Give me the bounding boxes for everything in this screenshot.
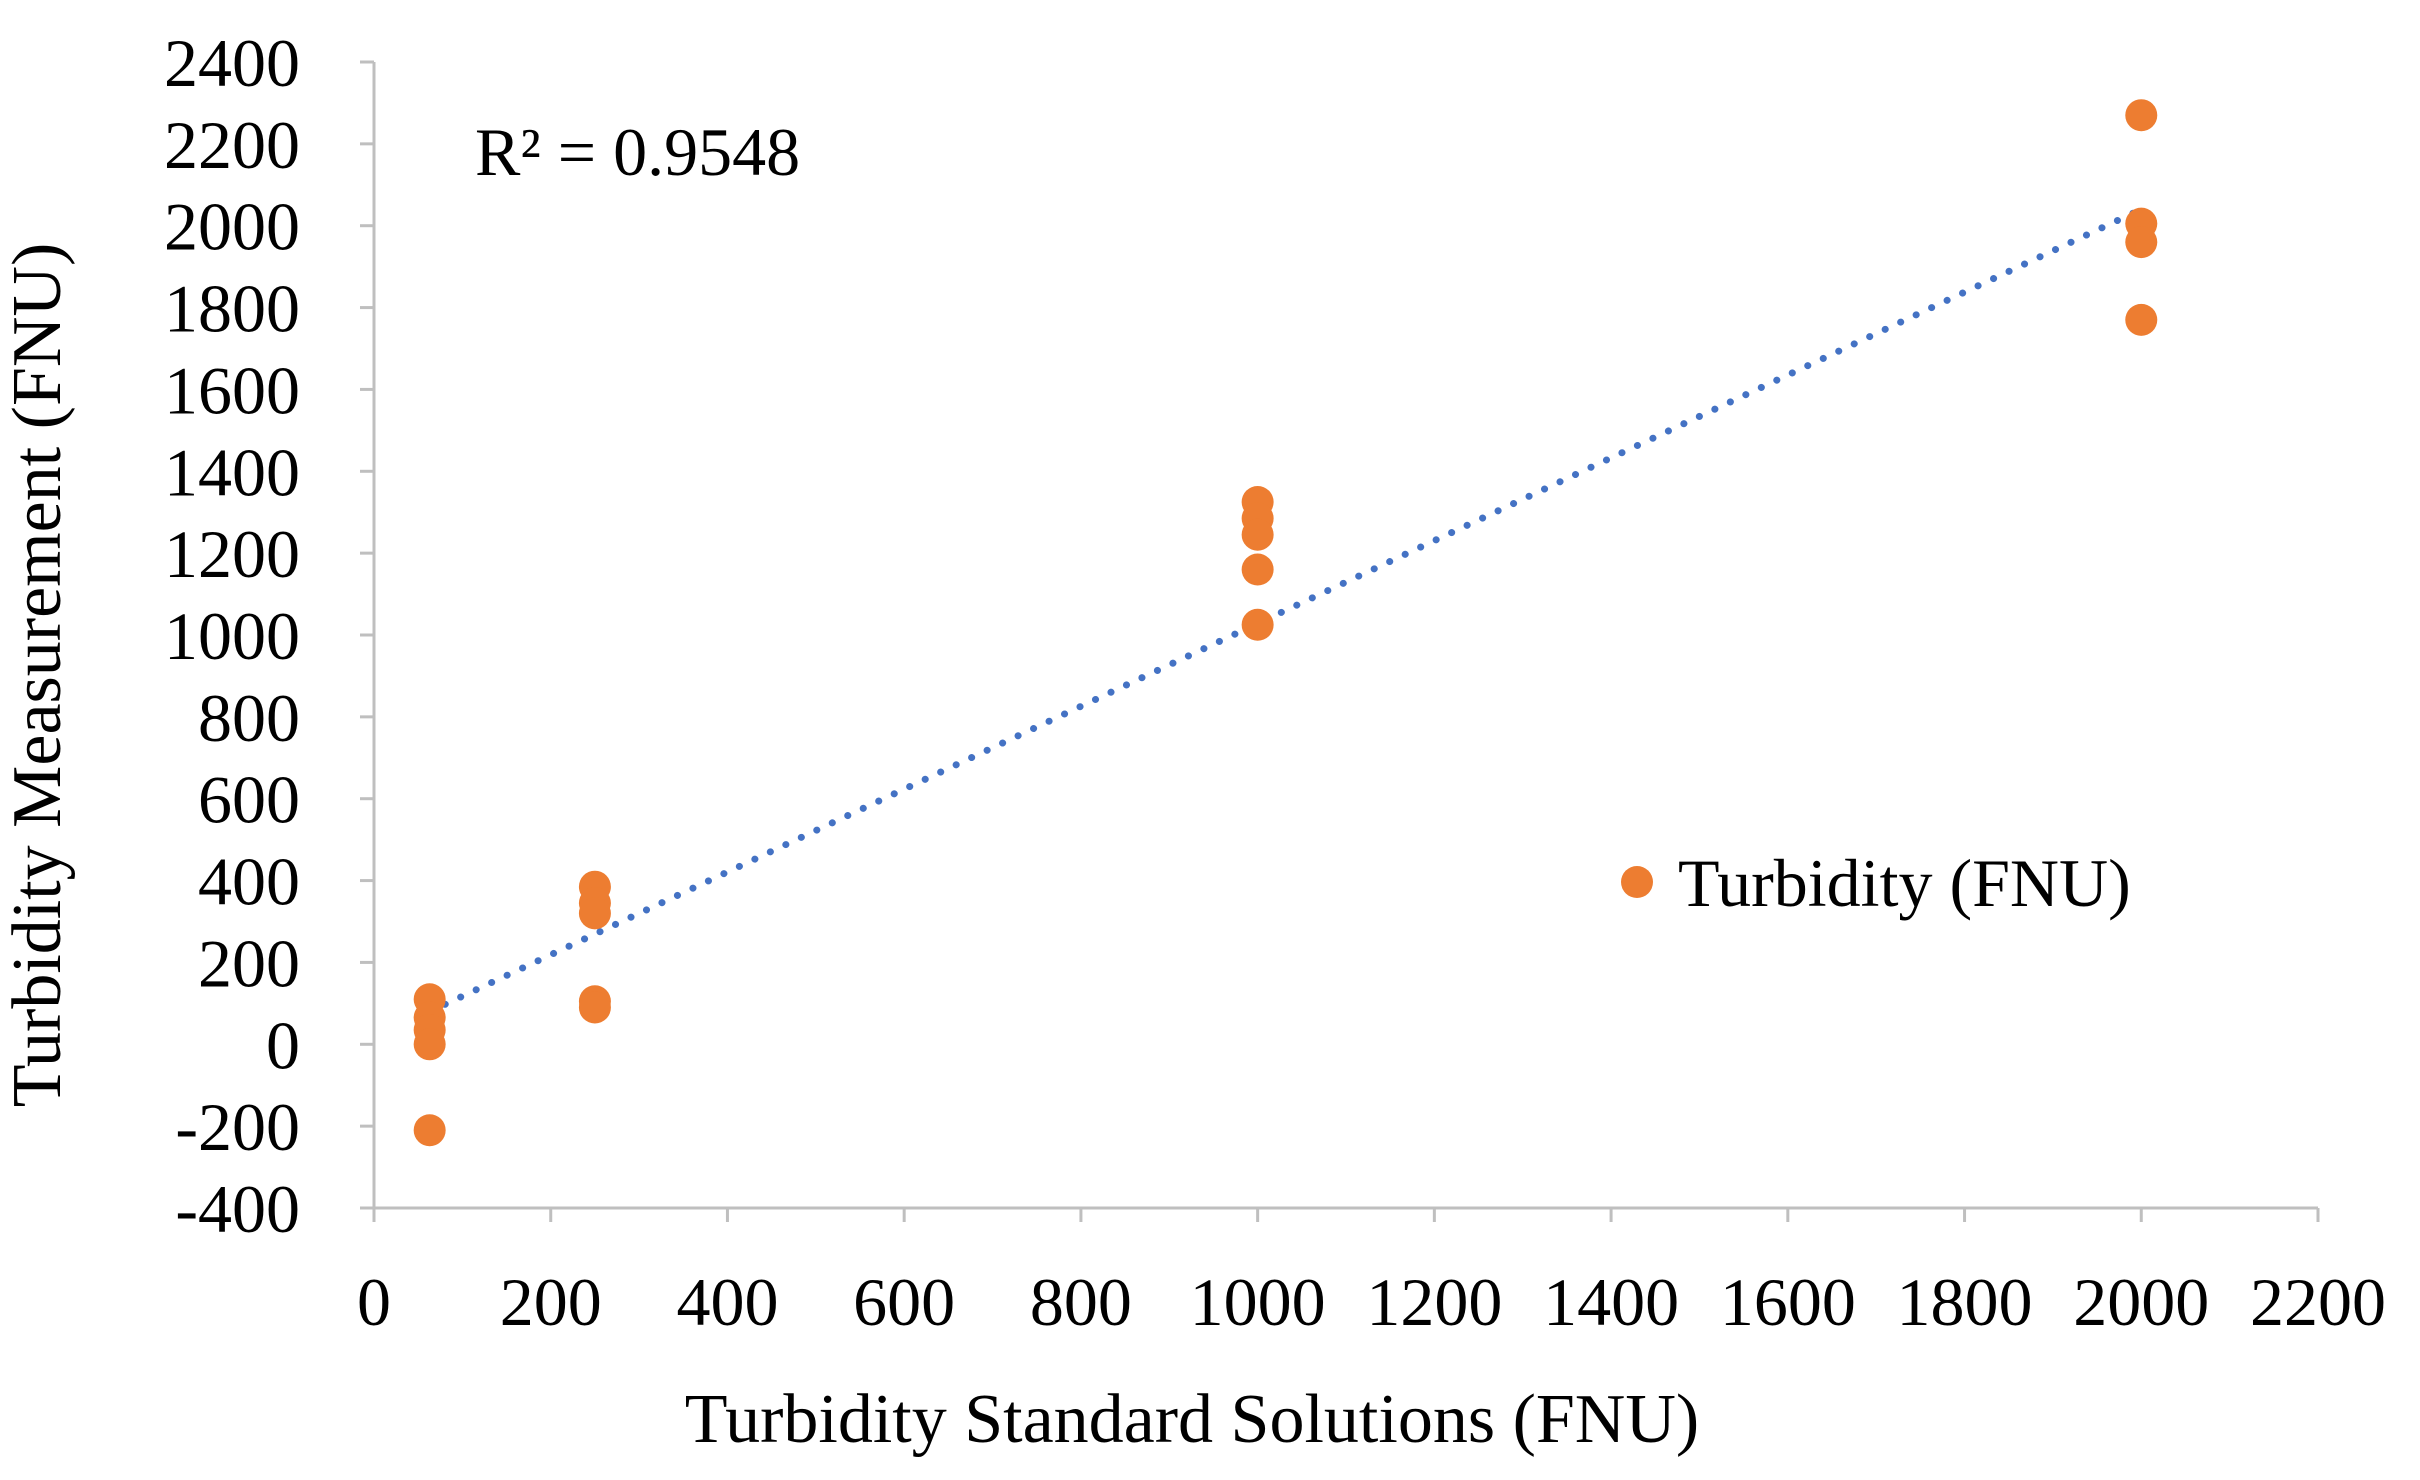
x-tick-label: 1200 xyxy=(1366,1264,1502,1340)
y-tick-label: 600 xyxy=(198,762,300,838)
x-tick-label: 1400 xyxy=(1543,1264,1679,1340)
y-tick-label: -400 xyxy=(175,1171,300,1247)
y-tick-label: 800 xyxy=(198,680,300,756)
y-axis-ticks: -400-20002004006008001000120014001600180… xyxy=(164,25,374,1247)
y-tick-label: 0 xyxy=(266,1007,300,1083)
y-tick-label: -200 xyxy=(175,1089,300,1165)
r-squared-annotation: R² = 0.9548 xyxy=(475,114,800,190)
y-axis-label: Turbidity Measurement (FNU) xyxy=(0,243,76,1108)
data-point xyxy=(1241,518,1274,551)
data-point xyxy=(2125,226,2158,259)
x-axis-ticks: 0 200 400 600 800 1000 1200 1400 1600 1800 2000 220… xyxy=(357,1208,2386,1340)
x-tick-label: 200 xyxy=(500,1264,602,1340)
trendline-path xyxy=(426,205,2145,1016)
y-tick-label: 2200 xyxy=(164,107,300,183)
data-point xyxy=(578,897,611,930)
data-point xyxy=(2125,303,2158,336)
data-point xyxy=(1241,608,1274,641)
x-tick-label: 2200 xyxy=(2250,1264,2386,1340)
x-tick-label: 400 xyxy=(676,1264,778,1340)
data-point xyxy=(413,1114,446,1147)
x-tick-label: 600 xyxy=(853,1264,955,1340)
y-tick-label: 400 xyxy=(198,844,300,920)
legend-label: Turbidity (FNU) xyxy=(1678,845,2131,921)
x-tick-label: 1000 xyxy=(1190,1264,1326,1340)
data-point xyxy=(1241,553,1274,586)
legend: Turbidity (FNU) xyxy=(1621,845,2131,921)
x-tick-label: 800 xyxy=(1030,1264,1132,1340)
trendline xyxy=(426,205,2145,1016)
y-tick-label: 1800 xyxy=(164,271,300,347)
y-tick-label: 200 xyxy=(198,925,300,1001)
legend-marker xyxy=(1621,866,1653,898)
x-tick-label: 1800 xyxy=(1897,1264,2033,1340)
y-tick-label: 1000 xyxy=(164,598,300,674)
y-tick-label: 1400 xyxy=(164,434,300,510)
y-tick-label: 2000 xyxy=(164,189,300,265)
data-point xyxy=(413,1028,446,1061)
axes xyxy=(372,62,2318,1210)
x-axis-label: Turbidity Standard Solutions (FNU) xyxy=(685,1381,1699,1458)
y-tick-label: 1200 xyxy=(164,516,300,592)
data-points xyxy=(413,99,2158,1147)
data-point xyxy=(2125,99,2158,132)
y-tick-label: 1600 xyxy=(164,352,300,428)
y-tick-label: 2400 xyxy=(164,25,300,101)
x-tick-label: 1600 xyxy=(1720,1264,1856,1340)
x-tick-label: 2000 xyxy=(2073,1264,2209,1340)
x-tick-label: 0 xyxy=(357,1264,391,1340)
data-point xyxy=(578,991,611,1024)
